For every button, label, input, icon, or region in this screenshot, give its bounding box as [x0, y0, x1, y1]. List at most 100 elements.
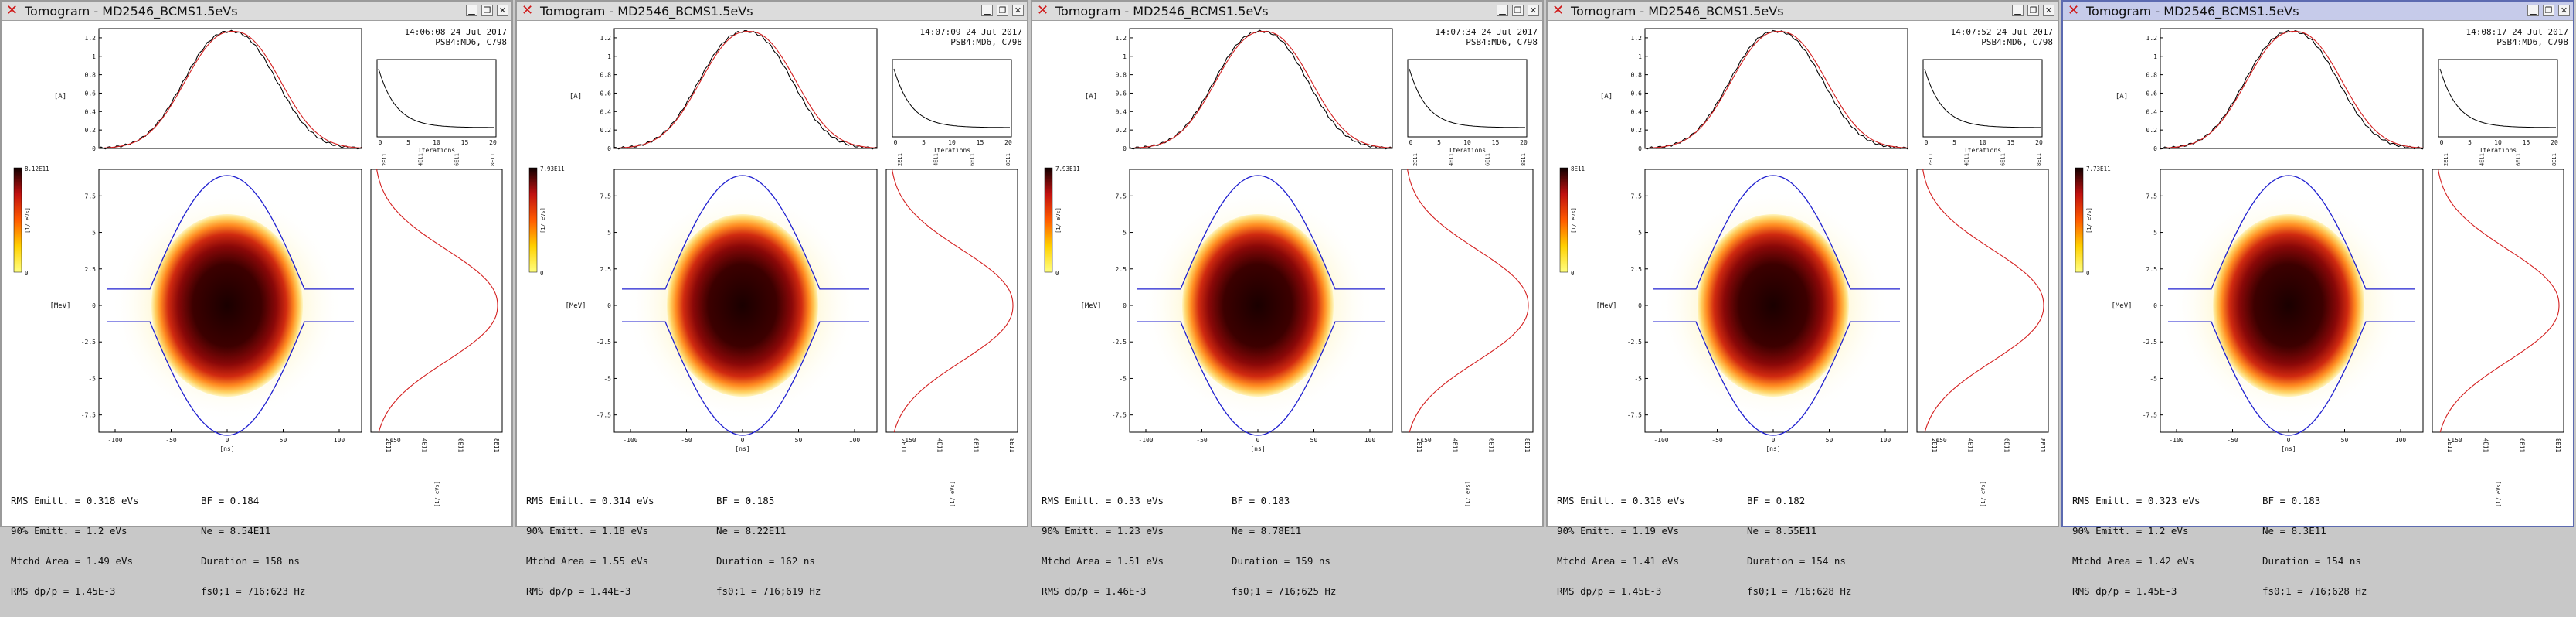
tomogram-window-1[interactable]: ✕ Tomogram - MD2546_BCMS1.5eVs ▁ ❐ ✕ [A]…	[0, 0, 513, 596]
close-icon[interactable]: ✕	[2558, 5, 2570, 16]
profile-y-label: [A]	[1085, 93, 1097, 101]
phase-x-tick-label: 100	[1880, 437, 1891, 444]
close-icon[interactable]: ✕	[497, 5, 508, 16]
colorbar-max-label: 8E11	[1571, 165, 1585, 172]
phase-x-tick-label: 0	[226, 437, 229, 444]
minimize-icon[interactable]: ▁	[981, 5, 993, 16]
convergence-line	[378, 68, 494, 128]
minimize-icon[interactable]: ▁	[466, 5, 477, 16]
phase-y-label: [MeV]	[49, 302, 70, 310]
phase-x-tick-label: 0	[741, 437, 745, 444]
bunching-factor: BF = 0.182	[1747, 495, 1806, 506]
energy-profile-frame	[885, 169, 1018, 433]
profile-y-tick-label: 0	[2153, 145, 2157, 152]
bunch-density	[151, 214, 303, 397]
colorbar-min-label: 0	[2086, 270, 2090, 277]
convergence-x-tick-label: 10	[2494, 139, 2502, 146]
tomogram-window-2[interactable]: ✕ Tomogram - MD2546_BCMS1.5eVs ▁ ❐ ✕ [A]…	[515, 0, 1028, 596]
close-icon[interactable]: ✕	[1012, 5, 1024, 16]
phase-x-tick-label: 150	[389, 437, 401, 444]
convergence-x-tick-label: 10	[948, 139, 956, 146]
energy-unit-label: [1/ eVs]	[2496, 481, 2502, 507]
phase-x-tick-label: -100	[2169, 437, 2183, 444]
red-x-close-icon[interactable]: ✕	[1552, 2, 1565, 19]
phase-y-tick-label: -5	[1634, 375, 1642, 382]
convergence-line	[1924, 68, 2041, 128]
energy-top-tick-label: 6E11	[2515, 153, 2521, 166]
rms-dpp: RMS dp/p = 1.45E-3	[2072, 585, 2177, 597]
minimize-icon[interactable]: ▁	[2527, 5, 2539, 16]
energy-top-tick-label: 8E11	[2036, 153, 2042, 166]
profile-y-tick-label: 0.6	[2146, 90, 2158, 97]
reconstructed-profile-line	[613, 31, 878, 149]
window-titlebar[interactable]: ✕ Tomogram - MD2546_BCMS1.5eVs ▁ ❐ ✕	[2063, 2, 2573, 21]
separatrix-bottom	[622, 321, 869, 436]
window-title: Tomogram - MD2546_BCMS1.5eVs	[540, 4, 753, 19]
window-title: Tomogram - MD2546_BCMS1.5eVs	[25, 4, 238, 19]
minimize-icon[interactable]: ▁	[1497, 5, 1508, 16]
convergence-x-tick-label: 0	[1925, 139, 1929, 146]
phase-x-tick-label: 0	[2287, 437, 2291, 444]
tomogram-window-4[interactable]: ✕ Tomogram - MD2546_BCMS1.5eVs ▁ ❐ ✕ [A]…	[1546, 0, 2059, 596]
phase-y-tick-label: -5	[1119, 375, 1127, 382]
energy-profile-frame	[2432, 169, 2564, 433]
colorbar-max-label: 7.93E11	[540, 165, 565, 172]
colorbar-min-label: 0	[540, 270, 544, 277]
energy-top-tick-label: 8E11	[2551, 153, 2557, 166]
close-icon[interactable]: ✕	[2043, 5, 2054, 16]
colorbar-max-label: 7.73E11	[2086, 165, 2111, 172]
restore-icon[interactable]: ❐	[997, 5, 1008, 16]
phase-y-tick-label: -5	[88, 375, 96, 382]
red-x-close-icon[interactable]: ✕	[1037, 2, 1049, 19]
energy-x-tick-label: 2E11	[2446, 438, 2453, 452]
window-titlebar[interactable]: ✕ Tomogram - MD2546_BCMS1.5eVs ▁ ❐ ✕	[2, 2, 511, 21]
energy-profile-frame	[1401, 169, 1534, 433]
colorbar-max-label: 8.12E11	[25, 165, 49, 172]
phase-x-tick-label: 50	[280, 437, 287, 444]
rms-emittance: RMS Emitt. = 0.318 eVs	[11, 495, 139, 506]
synchrotron-frequency: fs0;1 = 716;623 Hz	[201, 585, 306, 597]
synchrotron-frequency: fs0;1 = 716;625 Hz	[1232, 585, 1337, 597]
red-x-close-icon[interactable]: ✕	[6, 2, 19, 19]
close-icon[interactable]: ✕	[1528, 5, 1539, 16]
window-titlebar[interactable]: ✕ Tomogram - MD2546_BCMS1.5eVs ▁ ❐ ✕	[1032, 2, 1542, 21]
profile-y-tick-label: 0.2	[1631, 127, 1643, 134]
red-x-close-icon[interactable]: ✕	[522, 2, 534, 19]
tomogram-window-5[interactable]: ✕ Tomogram - MD2546_BCMS1.5eVs ▁ ❐ ✕ [A]…	[2061, 0, 2574, 596]
profile-y-label: [A]	[54, 93, 66, 101]
stats-right: BF = 0.183 Ne = 8.78E11 Duration = 159 n…	[1232, 476, 1336, 616]
colorbar-min-label: 0	[1571, 270, 1575, 277]
restore-icon[interactable]: ❐	[1512, 5, 1524, 16]
phase-x-label: [ns]	[219, 445, 234, 452]
phase-x-tick-label: 0	[1772, 437, 1776, 444]
energy-profile-line	[892, 169, 1014, 433]
profile-y-tick-label: 0.6	[1631, 90, 1643, 97]
profile-frame	[613, 28, 878, 149]
convergence-x-tick-label: 15	[1492, 139, 1500, 146]
rms-emittance: RMS Emitt. = 0.314 eVs	[526, 495, 654, 506]
separatrix-top	[1137, 175, 1385, 290]
restore-icon[interactable]: ❐	[2027, 5, 2039, 16]
stats-left: RMS Emitt. = 0.323 eVs 90% Emitt. = 1.2 …	[2072, 476, 2200, 616]
energy-x-tick-label: 8E11	[2039, 438, 2046, 452]
stats-left: RMS Emitt. = 0.314 eVs 90% Emitt. = 1.18…	[526, 476, 654, 616]
window-titlebar[interactable]: ✕ Tomogram - MD2546_BCMS1.5eVs ▁ ❐ ✕	[1548, 2, 2058, 21]
window-titlebar[interactable]: ✕ Tomogram - MD2546_BCMS1.5eVs ▁ ❐ ✕	[517, 2, 1027, 21]
tomogram-plots: [A] 1.2 1 0.8 0.6 0.4 0.2 0 14:08:17 24 Jul 2017…	[2075, 27, 2568, 507]
stats-right: BF = 0.182 Ne = 8.55E11 Duration = 154 n…	[1747, 476, 1851, 616]
convergence-line	[2439, 68, 2556, 128]
restore-icon[interactable]: ❐	[2543, 5, 2554, 16]
profile-y-tick-label: 1	[607, 53, 611, 60]
energy-x-tick-label: 8E11	[1524, 438, 1531, 452]
tomogram-window-3[interactable]: ✕ Tomogram - MD2546_BCMS1.5eVs ▁ ❐ ✕ [A]…	[1031, 0, 1544, 596]
minimize-icon[interactable]: ▁	[2012, 5, 2024, 16]
stats-right: BF = 0.184 Ne = 8.54E11 Duration = 158 n…	[201, 476, 305, 616]
stats-left: RMS Emitt. = 0.318 eVs 90% Emitt. = 1.2 …	[11, 476, 139, 616]
phase-y-tick-label: 5	[92, 230, 96, 237]
red-x-close-icon[interactable]: ✕	[2068, 2, 2080, 19]
profile-y-tick-label: 0.8	[1631, 72, 1643, 79]
restore-icon[interactable]: ❐	[481, 5, 493, 16]
bunching-factor: BF = 0.185	[716, 495, 775, 506]
timestamp: 14:07:34 24 Jul 2017	[1436, 27, 1538, 37]
energy-x-tick-label: 8E11	[493, 438, 500, 452]
